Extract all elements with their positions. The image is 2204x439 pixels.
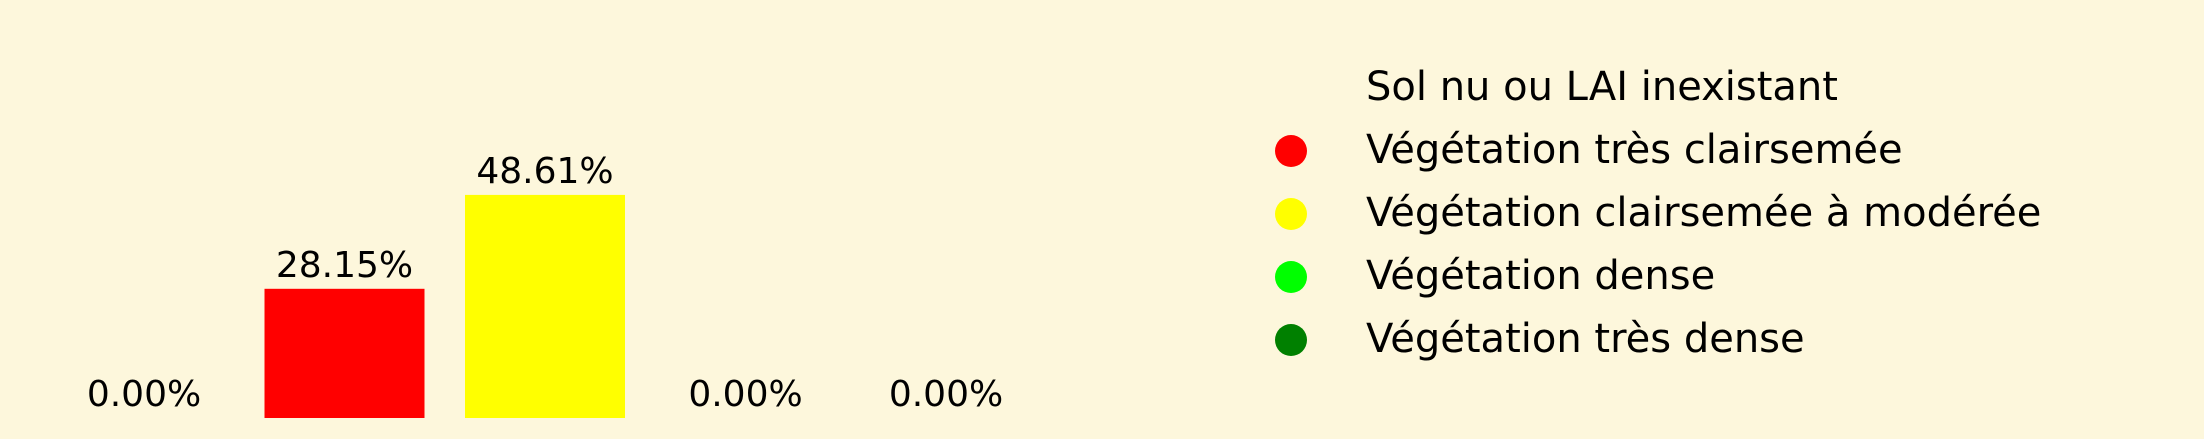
legend-marker-5 [1275, 324, 1307, 356]
legend-marker-3 [1275, 198, 1307, 230]
legend-marker-1 [1275, 72, 1307, 104]
legend-item-4: Végétation dense [1275, 253, 1715, 299]
legend-item-1: Sol nu ou LAI inexistant [1275, 64, 1838, 110]
value-label-3: 48.61% [476, 151, 613, 192]
legend-label-5: Végétation très dense [1366, 316, 1805, 362]
legend-label-1: Sol nu ou LAI inexistant [1366, 64, 1838, 110]
legend-label-4: Végétation dense [1366, 253, 1715, 299]
bar-3 [465, 194, 625, 418]
legend-item-2: Végétation très clairsemée [1275, 127, 1903, 173]
value-label-4: 0.00% [688, 374, 802, 415]
legend-marker-2 [1275, 135, 1307, 167]
legend-label-3: Végétation clairsemée à modérée [1366, 190, 2041, 236]
value-label-2: 28.15% [276, 245, 413, 286]
value-labels-group: 0.00% 28.15% 48.61% 0.00% 0.00% [87, 151, 1003, 415]
legend-label-2: Végétation très clairsemée [1366, 127, 1903, 173]
legend: Sol nu ou LAI inexistant Végétation très … [1275, 64, 2041, 362]
legend-marker-4 [1275, 261, 1307, 293]
bar-2 [264, 288, 425, 418]
legend-item-3: Végétation clairsemée à modérée [1275, 190, 2041, 236]
value-label-1: 0.00% [87, 374, 201, 415]
value-label-5: 0.00% [889, 374, 1003, 415]
legend-item-5: Végétation très dense [1275, 316, 1805, 362]
bars-group [264, 194, 625, 418]
